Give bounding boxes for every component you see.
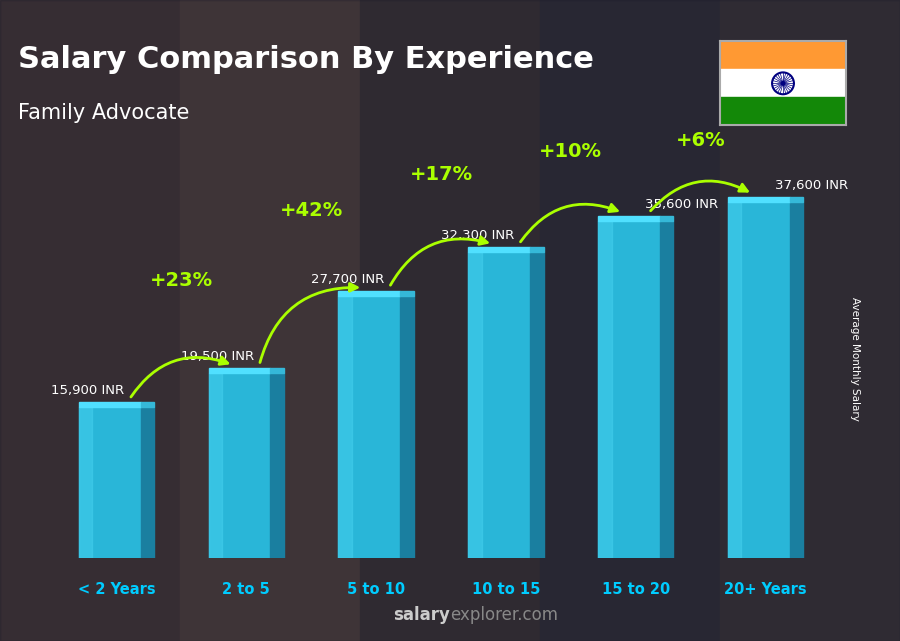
Text: 5 to 10: 5 to 10 [347, 581, 405, 597]
Text: 15,900 INR: 15,900 INR [51, 385, 124, 397]
Bar [540, 0, 720, 641]
Bar [209, 373, 270, 558]
Bar [468, 252, 530, 558]
Text: Average Monthly Salary: Average Monthly Salary [850, 297, 860, 421]
Bar [338, 296, 400, 558]
Text: Salary Comparison By Experience: Salary Comparison By Experience [18, 45, 594, 74]
Text: 37,600 INR: 37,600 INR [775, 179, 848, 192]
Bar [338, 296, 352, 558]
Bar [0, 0, 180, 641]
Bar [209, 369, 270, 373]
Bar [468, 252, 482, 558]
Text: 10 to 15: 10 to 15 [472, 581, 540, 597]
Bar [400, 296, 414, 558]
Bar [360, 0, 540, 641]
Bar [598, 216, 660, 221]
Text: Family Advocate: Family Advocate [18, 103, 189, 122]
Text: +10%: +10% [539, 142, 602, 161]
Bar [789, 202, 803, 558]
Text: explorer.com: explorer.com [450, 606, 558, 624]
Bar [79, 407, 140, 558]
Bar [598, 221, 660, 558]
Bar [720, 97, 846, 126]
Text: 27,700 INR: 27,700 INR [311, 272, 384, 286]
Text: 20+ Years: 20+ Years [724, 581, 807, 597]
Bar [720, 41, 846, 69]
Bar [140, 407, 154, 558]
Bar [79, 403, 140, 407]
Circle shape [781, 81, 785, 85]
Bar [180, 0, 360, 641]
Bar [140, 403, 154, 407]
Text: 15 to 20: 15 to 20 [601, 581, 670, 597]
Text: +23%: +23% [149, 271, 213, 290]
Bar [720, 0, 900, 641]
Bar [660, 216, 673, 221]
Bar [660, 221, 673, 558]
Text: 19,500 INR: 19,500 INR [181, 350, 255, 363]
Bar [209, 373, 222, 558]
Bar [598, 221, 612, 558]
Bar [270, 369, 284, 373]
Bar [728, 202, 789, 558]
Text: 2 to 5: 2 to 5 [222, 581, 270, 597]
Bar [728, 202, 742, 558]
Text: 32,300 INR: 32,300 INR [441, 229, 514, 242]
Bar [338, 291, 400, 296]
Text: salary: salary [393, 606, 450, 624]
Bar [468, 247, 530, 252]
Text: < 2 Years: < 2 Years [77, 581, 155, 597]
Bar [79, 407, 93, 558]
Bar [530, 247, 544, 252]
Bar [720, 69, 846, 97]
Bar [530, 252, 544, 558]
Text: +17%: +17% [410, 165, 472, 185]
Text: +42%: +42% [280, 201, 343, 220]
Bar [270, 373, 284, 558]
Text: +6%: +6% [676, 131, 725, 150]
Bar [400, 291, 414, 296]
Bar [789, 197, 803, 202]
Text: 35,600 INR: 35,600 INR [644, 198, 718, 211]
Bar [728, 197, 789, 202]
